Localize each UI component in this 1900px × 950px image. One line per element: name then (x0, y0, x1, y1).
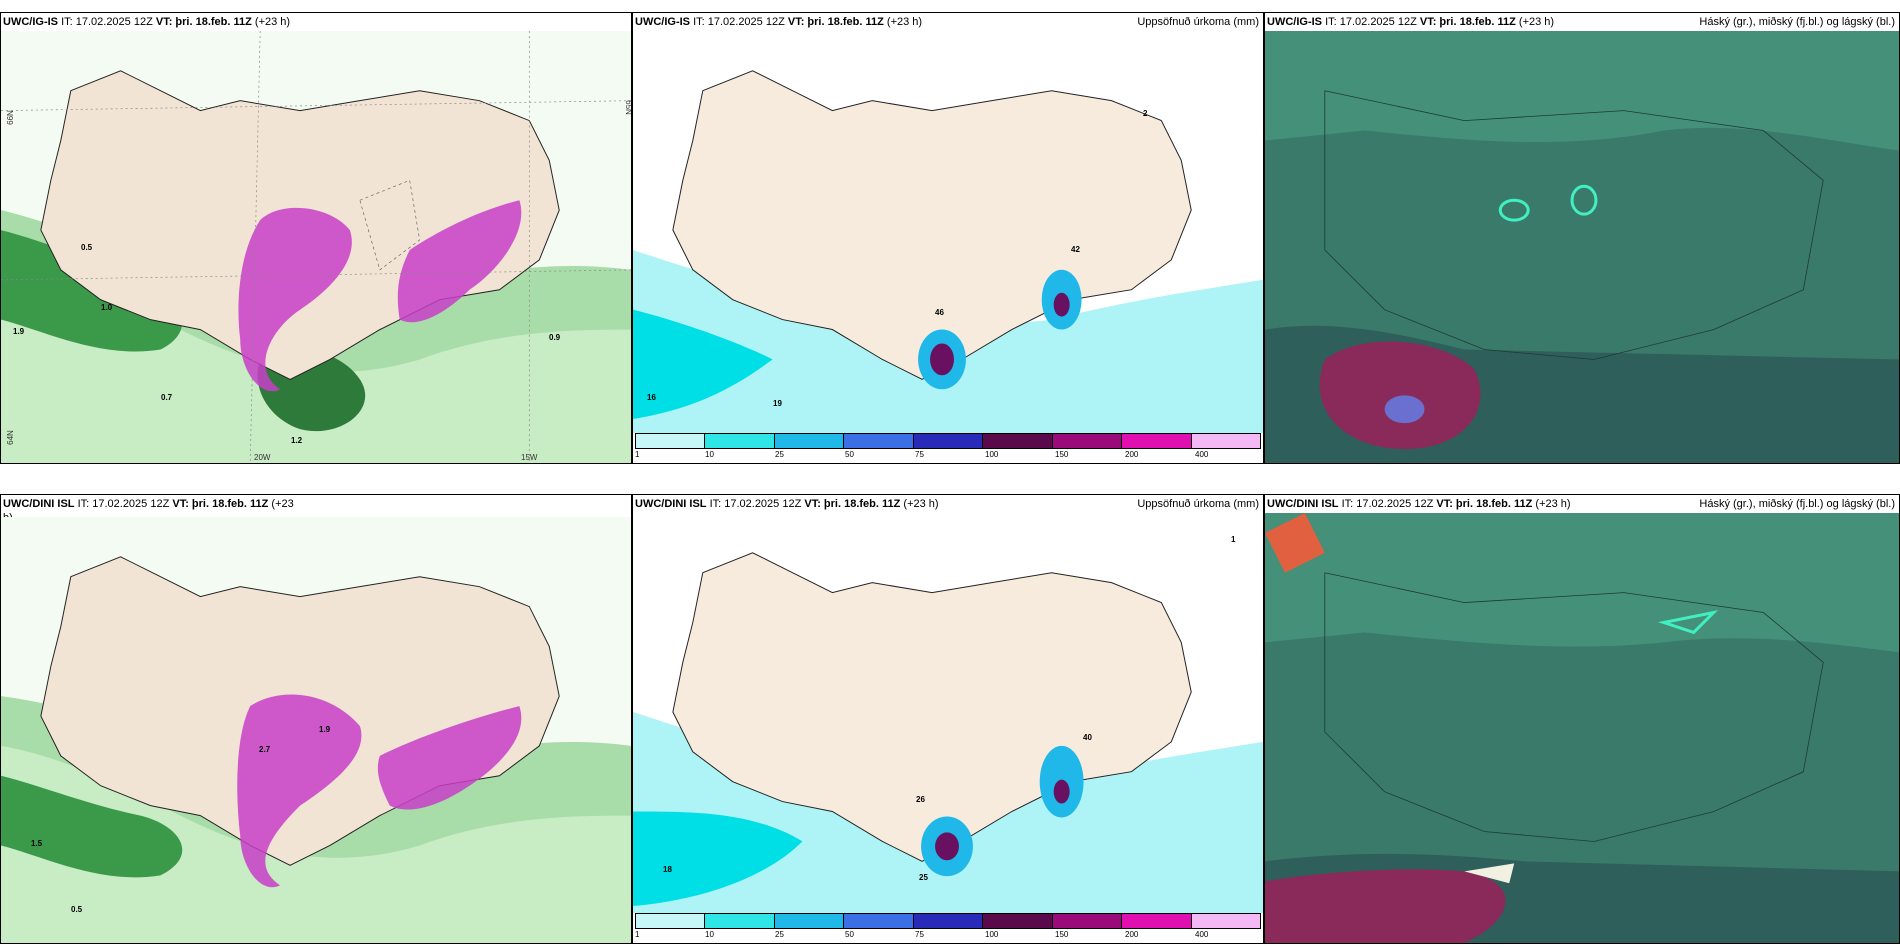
value-label: 1.9 (319, 725, 331, 734)
panel-title: Uppsöfnuð úrkoma (mm) (1137, 498, 1259, 510)
precip-legend (635, 433, 1261, 449)
panel-bottom-right-clouds: UWC/DINI ISL IT: 17.02.2025 12Z VT: þri.… (1264, 494, 1900, 944)
panel-top-left-wind-precip: UWC/IG-IS IT: 17.02.2025 12Z VT: þri. 18… (0, 12, 632, 464)
legend-tick: 400 (1195, 930, 1209, 939)
value-label: 19 (773, 399, 782, 408)
panel-bottom-left-wind-precip: UWC/DINI ISL IT: 17.02.2025 12Z VT: þri.… (0, 494, 632, 944)
value-label: 0.5 (71, 905, 83, 914)
cloud-map (1265, 31, 1899, 463)
legend-tick: 25 (775, 930, 784, 939)
precip-legend (635, 913, 1261, 929)
legend-tick: 10 (705, 450, 714, 459)
panel-header: UWC/DINI ISL IT: 17.02.2025 12Z VT: þri.… (3, 498, 294, 524)
value-label: 25 (919, 873, 928, 882)
axis-label: 66N (5, 110, 15, 125)
value-label: 1.2 (291, 436, 303, 445)
wind-precip-map (1, 517, 631, 943)
legend-tick: 10 (705, 930, 714, 939)
panel-title: Uppsöfnuð úrkoma (mm) (1137, 16, 1259, 28)
legend-tick: 100 (985, 450, 999, 459)
panel-top-mid-precip: UWC/IG-IS IT: 17.02.2025 12Z VT: þri. 18… (632, 12, 1264, 464)
value-label: 16 (647, 393, 656, 402)
panel-header: UWC/IG-IS IT: 17.02.2025 12Z VT: þri. 18… (1267, 16, 1895, 28)
legend-tick: 75 (915, 930, 924, 939)
value-label: 1.5 (31, 839, 43, 848)
legend-tick-labels: 1 10 25 50 75 100 150 200 400 (635, 450, 1261, 462)
axis-label: 65N (623, 100, 632, 115)
legend-tick: 1 (635, 450, 640, 459)
value-label: 1.0 (101, 303, 113, 312)
wind-precip-map (1, 31, 631, 463)
legend-tick: 50 (845, 450, 854, 459)
value-label: 2 (1143, 109, 1148, 118)
legend-tick: 150 (1055, 930, 1069, 939)
value-label: 46 (935, 308, 944, 317)
legend-tick: 75 (915, 450, 924, 459)
panel-header: UWC/DINI ISL IT: 17.02.2025 12Z VT: þri.… (1267, 498, 1895, 510)
cloud-map (1265, 513, 1899, 943)
legend-tick: 200 (1125, 450, 1139, 459)
panel-header: UWC/DINI ISL IT: 17.02.2025 12Z VT: þri.… (635, 498, 1259, 510)
value-label: 0.7 (161, 393, 173, 402)
value-label: 42 (1071, 245, 1080, 254)
legend-tick: 400 (1195, 450, 1209, 459)
panel-top-right-clouds: UWC/IG-IS IT: 17.02.2025 12Z VT: þri. 18… (1264, 12, 1900, 464)
panel-title: Háský (gr.), miðský (fj.bl.) og lágský (… (1699, 16, 1895, 28)
value-label: 0.9 (549, 333, 561, 342)
legend-tick: 25 (775, 450, 784, 459)
axis-label: 64N (5, 430, 15, 445)
legend-tick: 100 (985, 930, 999, 939)
value-label: 0.5 (81, 243, 93, 252)
legend-tick: 50 (845, 930, 854, 939)
legend-tick: 1 (635, 930, 640, 939)
precip-map (633, 31, 1263, 433)
value-label: 18 (663, 865, 672, 874)
panel-header: UWC/IG-IS IT: 17.02.2025 12Z VT: þri. 18… (635, 16, 1259, 28)
axis-label: 15W (521, 453, 538, 462)
panel-bottom-mid-precip: UWC/DINI ISL IT: 17.02.2025 12Z VT: þri.… (632, 494, 1264, 944)
legend-tick: 150 (1055, 450, 1069, 459)
value-label: 2.7 (259, 745, 271, 754)
legend-tick: 200 (1125, 930, 1139, 939)
axis-label: 20W (254, 453, 271, 462)
legend-tick-labels: 1 10 25 50 75 100 150 200 400 (635, 930, 1261, 942)
value-label: 1 (1231, 535, 1236, 544)
value-label: 40 (1083, 733, 1092, 742)
value-label: 26 (916, 795, 925, 804)
panel-header: UWC/IG-IS IT: 17.02.2025 12Z VT: þri. 18… (3, 16, 291, 28)
precip-map (633, 513, 1263, 913)
panel-title: Háský (gr.), miðský (fj.bl.) og lágský (… (1699, 498, 1895, 510)
value-label: 1.9 (13, 327, 25, 336)
